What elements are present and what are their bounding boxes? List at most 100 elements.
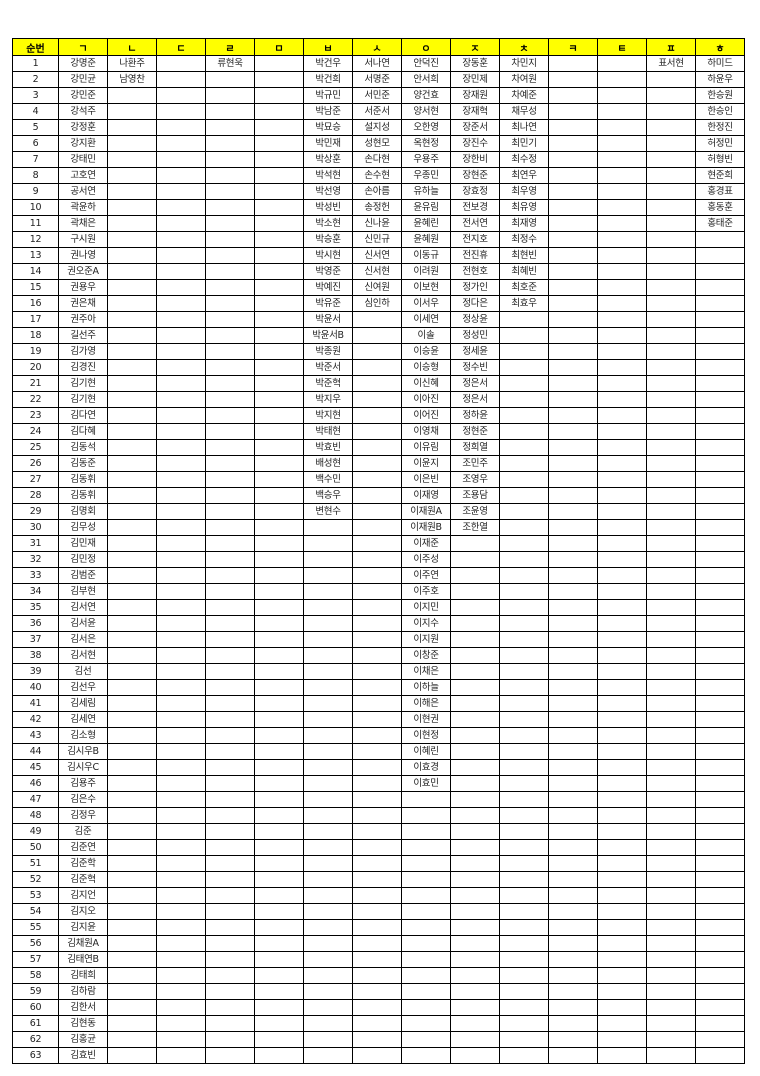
row-number[interactable]: 53: [12, 887, 59, 904]
name-cell[interactable]: [205, 951, 255, 968]
row-number[interactable]: 21: [12, 375, 59, 392]
name-cell[interactable]: 김은수: [58, 791, 108, 808]
name-cell[interactable]: [401, 1047, 451, 1064]
name-cell[interactable]: [450, 1031, 500, 1048]
name-cell[interactable]: [107, 359, 157, 376]
name-cell[interactable]: [352, 823, 402, 840]
name-cell[interactable]: [156, 71, 206, 88]
name-cell[interactable]: [205, 887, 255, 904]
name-cell[interactable]: [303, 631, 353, 648]
name-cell[interactable]: [156, 263, 206, 280]
name-cell[interactable]: 전현호: [450, 263, 500, 280]
name-cell[interactable]: 최혜빈: [499, 263, 549, 280]
name-cell[interactable]: [107, 487, 157, 504]
name-cell[interactable]: [646, 951, 696, 968]
row-number[interactable]: 2: [12, 71, 59, 88]
name-cell[interactable]: [695, 887, 745, 904]
name-cell[interactable]: 한승인: [695, 103, 745, 120]
name-cell[interactable]: [695, 311, 745, 328]
name-cell[interactable]: 이승윤: [401, 343, 451, 360]
name-cell[interactable]: [352, 567, 402, 584]
name-cell[interactable]: [156, 135, 206, 152]
name-cell[interactable]: [352, 727, 402, 744]
name-cell[interactable]: [646, 119, 696, 136]
name-cell[interactable]: 길선주: [58, 327, 108, 344]
row-number[interactable]: 38: [12, 647, 59, 664]
name-cell[interactable]: [646, 983, 696, 1000]
name-cell[interactable]: [499, 935, 549, 952]
name-cell[interactable]: [646, 791, 696, 808]
name-cell[interactable]: [205, 375, 255, 392]
name-cell[interactable]: 최나연: [499, 119, 549, 136]
name-cell[interactable]: [548, 599, 598, 616]
name-cell[interactable]: [107, 215, 157, 232]
name-cell[interactable]: [646, 583, 696, 600]
name-cell[interactable]: 최재영: [499, 215, 549, 232]
name-cell[interactable]: [646, 311, 696, 328]
name-cell[interactable]: [646, 247, 696, 264]
row-number[interactable]: 10: [12, 199, 59, 216]
name-cell[interactable]: 박효빈: [303, 439, 353, 456]
name-cell[interactable]: [499, 839, 549, 856]
name-cell[interactable]: 김가영: [58, 343, 108, 360]
name-cell[interactable]: 김부현: [58, 583, 108, 600]
name-cell[interactable]: [254, 519, 304, 536]
name-cell[interactable]: [303, 567, 353, 584]
name-cell[interactable]: 최현빈: [499, 247, 549, 264]
name-cell[interactable]: [401, 935, 451, 952]
name-cell[interactable]: [646, 375, 696, 392]
row-number[interactable]: 33: [12, 567, 59, 584]
name-cell[interactable]: [205, 87, 255, 104]
header-ㅅ[interactable]: ㅅ: [352, 38, 402, 56]
name-cell[interactable]: [205, 839, 255, 856]
name-cell[interactable]: 강명준: [58, 55, 108, 72]
name-cell[interactable]: [254, 391, 304, 408]
name-cell[interactable]: [548, 919, 598, 936]
name-cell[interactable]: [156, 199, 206, 216]
name-cell[interactable]: 김서은: [58, 631, 108, 648]
name-cell[interactable]: [548, 295, 598, 312]
name-cell[interactable]: 배성현: [303, 455, 353, 472]
name-cell[interactable]: [597, 951, 647, 968]
name-cell[interactable]: [695, 1047, 745, 1064]
name-cell[interactable]: [205, 647, 255, 664]
name-cell[interactable]: [205, 423, 255, 440]
name-cell[interactable]: [156, 935, 206, 952]
name-cell[interactable]: [548, 695, 598, 712]
name-cell[interactable]: 김시우B: [58, 743, 108, 760]
name-cell[interactable]: [450, 695, 500, 712]
name-cell[interactable]: [107, 87, 157, 104]
name-cell[interactable]: [205, 327, 255, 344]
name-cell[interactable]: [499, 759, 549, 776]
name-cell[interactable]: [450, 823, 500, 840]
name-cell[interactable]: [450, 967, 500, 984]
name-cell[interactable]: [450, 679, 500, 696]
name-cell[interactable]: [107, 103, 157, 120]
name-cell[interactable]: 김준: [58, 823, 108, 840]
name-cell[interactable]: [156, 119, 206, 136]
name-cell[interactable]: [254, 103, 304, 120]
name-cell[interactable]: 차예준: [499, 87, 549, 104]
name-cell[interactable]: [205, 311, 255, 328]
name-cell[interactable]: [695, 231, 745, 248]
name-cell[interactable]: [205, 871, 255, 888]
name-cell[interactable]: [156, 567, 206, 584]
name-cell[interactable]: 박시현: [303, 247, 353, 264]
name-cell[interactable]: [597, 695, 647, 712]
header-ㅌ[interactable]: ㅌ: [597, 38, 647, 56]
name-cell[interactable]: [597, 583, 647, 600]
name-cell[interactable]: [646, 343, 696, 360]
row-number[interactable]: 52: [12, 871, 59, 888]
name-cell[interactable]: [156, 887, 206, 904]
name-cell[interactable]: 박윤서: [303, 311, 353, 328]
name-cell[interactable]: [597, 647, 647, 664]
name-cell[interactable]: 서명준: [352, 71, 402, 88]
name-cell[interactable]: 박묘승: [303, 119, 353, 136]
name-cell[interactable]: [303, 903, 353, 920]
row-number[interactable]: 17: [12, 311, 59, 328]
name-cell[interactable]: 권나영: [58, 247, 108, 264]
name-cell[interactable]: [107, 887, 157, 904]
name-cell[interactable]: [450, 935, 500, 952]
name-cell[interactable]: 고호연: [58, 167, 108, 184]
name-cell[interactable]: [597, 615, 647, 632]
